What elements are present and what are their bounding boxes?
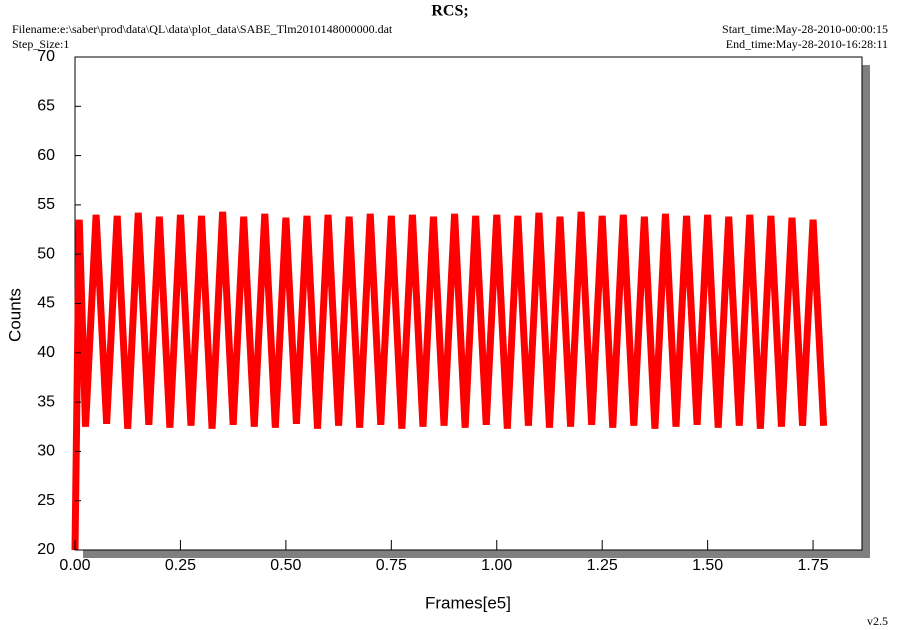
x-tick-label: 0.50 bbox=[270, 557, 301, 574]
y-tick-label: 70 bbox=[37, 48, 55, 65]
y-tick-label: 55 bbox=[37, 196, 55, 213]
y-axis-label: Counts bbox=[5, 288, 24, 342]
x-tick-label: 1.75 bbox=[798, 557, 829, 574]
chart-title: RCS; bbox=[431, 3, 468, 20]
end-time: End_time:May-28-2010-16:28:11 bbox=[726, 37, 888, 51]
y-tick-label: 65 bbox=[37, 98, 55, 115]
start-time: Start_time:May-28-2010-00:00:15 bbox=[722, 22, 888, 36]
y-tick-label: 40 bbox=[37, 344, 55, 361]
x-tick-label: 1.50 bbox=[692, 557, 723, 574]
y-tick-label: 60 bbox=[37, 147, 55, 164]
y-tick-label: 20 bbox=[37, 541, 55, 558]
y-tick-label: 30 bbox=[37, 443, 55, 460]
x-tick-label: 0.25 bbox=[165, 557, 196, 574]
x-tick-label: 0.75 bbox=[376, 557, 407, 574]
x-axis-label: Frames[e5] bbox=[425, 593, 511, 612]
filename: Filename:e:\saber\prod\data\QL\data\plot… bbox=[12, 22, 393, 36]
y-tick-label: 45 bbox=[37, 295, 55, 312]
y-tick-label: 35 bbox=[37, 393, 55, 410]
x-tick-label: 0.00 bbox=[59, 557, 90, 574]
version: v2.5 bbox=[867, 614, 888, 628]
x-tick-label: 1.25 bbox=[587, 557, 618, 574]
y-tick-label: 50 bbox=[37, 245, 55, 262]
x-tick-label: 1.00 bbox=[481, 557, 512, 574]
y-tick-label: 25 bbox=[37, 492, 55, 509]
step-size: Step_Size:1 bbox=[12, 37, 69, 51]
data-line bbox=[71, 211, 828, 551]
